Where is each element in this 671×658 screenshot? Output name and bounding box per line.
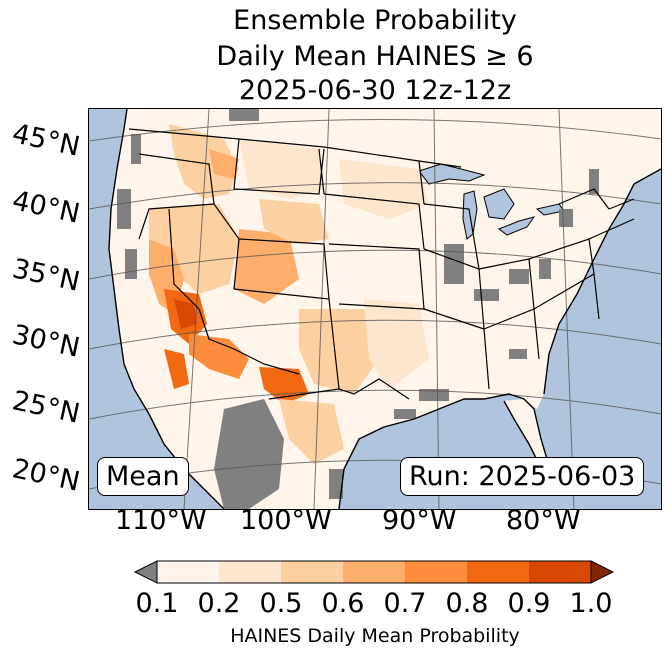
colorbar-tick-2: 0.5	[259, 588, 303, 619]
colorbar-segment	[281, 561, 343, 583]
run-date-label: Run: 2025-06-03	[400, 457, 645, 496]
patch-idaho-orange	[209, 149, 239, 179]
patch-northern-mexico	[279, 399, 344, 464]
title-line-1: Ensemble Probability	[233, 5, 517, 36]
patch-colorado-river-core	[174, 299, 197, 329]
colorbar-tick-7: 1.0	[569, 588, 613, 619]
no-data-cell	[474, 289, 499, 301]
no-data-cell	[229, 109, 259, 121]
no-data-cell	[329, 469, 343, 499]
patch-pacific-northwest	[169, 124, 239, 199]
no-data-patches	[117, 109, 599, 509]
colorbar-tick-4: 0.7	[383, 588, 427, 619]
map-panel	[88, 108, 662, 510]
colorbar-tick-5: 0.8	[445, 588, 489, 619]
no-data-mexico-west	[214, 399, 284, 509]
patch-sonora	[164, 349, 189, 389]
no-data-cell	[117, 189, 131, 229]
lake-erie	[497, 216, 536, 236]
colorbar-segment	[467, 561, 529, 583]
lake-huron	[483, 188, 515, 220]
no-data-cell	[509, 269, 529, 284]
no-data-cell	[444, 244, 464, 284]
title-line-3: 2025-06-30 12z-12z	[238, 75, 512, 106]
no-data-cell	[539, 259, 551, 279]
colorbar-segment	[219, 561, 281, 583]
colorbar-tick-0: 0.1	[135, 588, 179, 619]
patch-montana	[239, 139, 324, 199]
colorbar-outline	[156, 560, 592, 584]
colorbar-tick-3: 0.6	[321, 588, 365, 619]
east-coastline	[543, 168, 661, 395]
colorbar-under-arrow	[133, 560, 158, 584]
colorbar-over-arrow	[590, 560, 615, 584]
florida	[504, 399, 547, 464]
patch-upper-midwest	[339, 159, 429, 219]
colorbar-tick-6: 0.9	[507, 588, 551, 619]
patch-great-basin	[149, 204, 239, 294]
state-borders	[128, 128, 635, 400]
title-line-2: Daily Mean HAINES ≥ 6	[216, 41, 534, 72]
no-data-cell	[419, 389, 449, 401]
patch-southern-arizona	[189, 334, 249, 379]
lon-label-110: 110°W	[115, 505, 207, 536]
no-data-cell	[131, 134, 141, 164]
colorbar-segment	[529, 561, 591, 583]
map-canvas	[89, 109, 661, 509]
mean-label: Mean	[97, 457, 189, 496]
colorbar-segment	[157, 561, 219, 583]
probability-patches	[149, 124, 429, 464]
colorbar-segment	[343, 561, 405, 583]
colorbar-segment	[405, 561, 467, 583]
lon-label-90: 90°W	[382, 505, 457, 536]
lon-label-80: 80°W	[506, 505, 581, 536]
patch-rockies	[259, 199, 329, 244]
colorbar-label: HAINES Daily Mean Probability	[230, 625, 520, 647]
patch-southern-plains	[364, 299, 429, 389]
no-data-cell	[589, 169, 599, 194]
lon-label-100: 100°W	[240, 505, 332, 536]
patch-colorado-plateau	[234, 229, 299, 304]
colorbar	[133, 560, 615, 584]
no-data-cell	[394, 409, 416, 419]
no-data-cell	[509, 349, 527, 359]
colorbar-tick-1: 0.2	[197, 588, 241, 619]
